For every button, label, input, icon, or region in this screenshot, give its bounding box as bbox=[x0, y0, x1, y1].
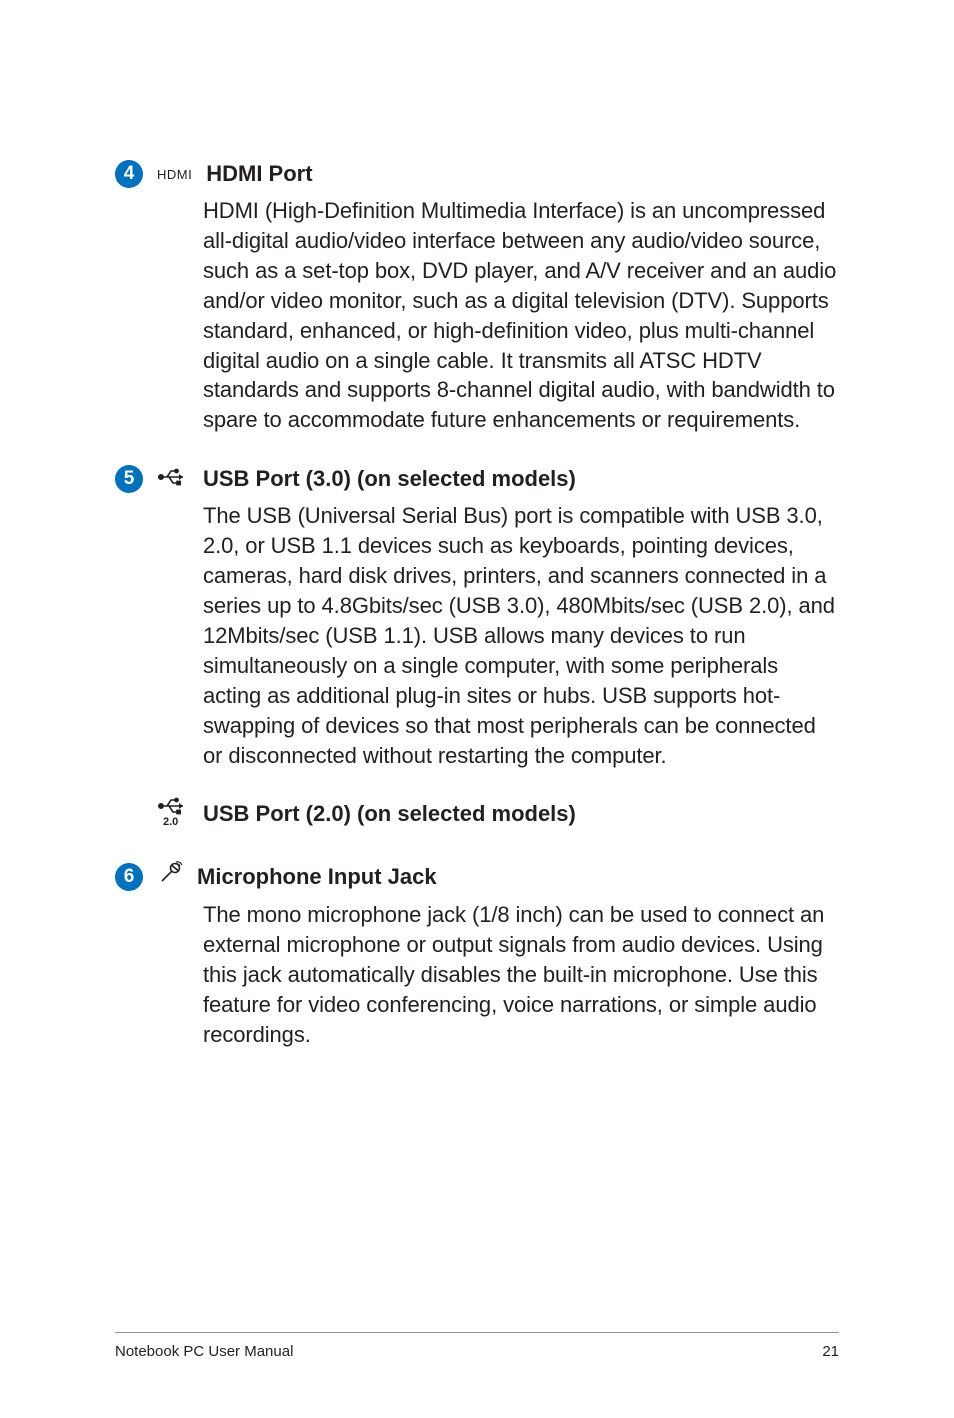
page: 4 HDMI HDMI Port HDMI (High-Definition M… bbox=[0, 0, 954, 1418]
footer-page-number: 21 bbox=[822, 1343, 839, 1360]
usb20-title: USB Port (2.0) (on selected models) bbox=[203, 801, 576, 827]
microphone-icon bbox=[157, 861, 183, 892]
page-footer: Notebook PC User Manual 21 bbox=[115, 1332, 839, 1360]
heading-row: 4 HDMI HDMI Port bbox=[115, 160, 839, 188]
usb20-label: 2.0 bbox=[163, 816, 178, 826]
badge-4: 4 bbox=[115, 160, 143, 188]
usb20-icon: 2.0 bbox=[157, 796, 189, 831]
hdmi-label-icon: HDMI bbox=[157, 167, 192, 182]
hdmi-body: HDMI (High-Definition Multimedia Interfa… bbox=[203, 196, 839, 435]
heading-row: 5 USB Port (3.0) (on selected models) bbox=[115, 465, 839, 493]
heading-row: 6 Microphone Input Jack bbox=[115, 861, 839, 892]
badge-5: 5 bbox=[115, 465, 143, 493]
hdmi-port-title: HDMI Port bbox=[206, 161, 312, 187]
sub-heading-row: 2.0 USB Port (2.0) (on selected models) bbox=[157, 796, 839, 831]
badge-6: 6 bbox=[115, 863, 143, 891]
footer-left: Notebook PC User Manual bbox=[115, 1343, 293, 1360]
section-hdmi: 4 HDMI HDMI Port HDMI (High-Definition M… bbox=[115, 160, 839, 435]
section-mic: 6 Microphone Input Jack The mono microph… bbox=[115, 861, 839, 1050]
section-usb: 5 USB Port (3.0) (on selected models) Th bbox=[115, 465, 839, 831]
usb-body: The USB (Universal Serial Bus) port is c… bbox=[203, 501, 839, 770]
usb30-title: USB Port (3.0) (on selected models) bbox=[203, 466, 576, 492]
mic-title: Microphone Input Jack bbox=[197, 864, 437, 890]
mic-body: The mono microphone jack (1/8 inch) can … bbox=[203, 900, 839, 1050]
usb-icon bbox=[157, 467, 189, 492]
